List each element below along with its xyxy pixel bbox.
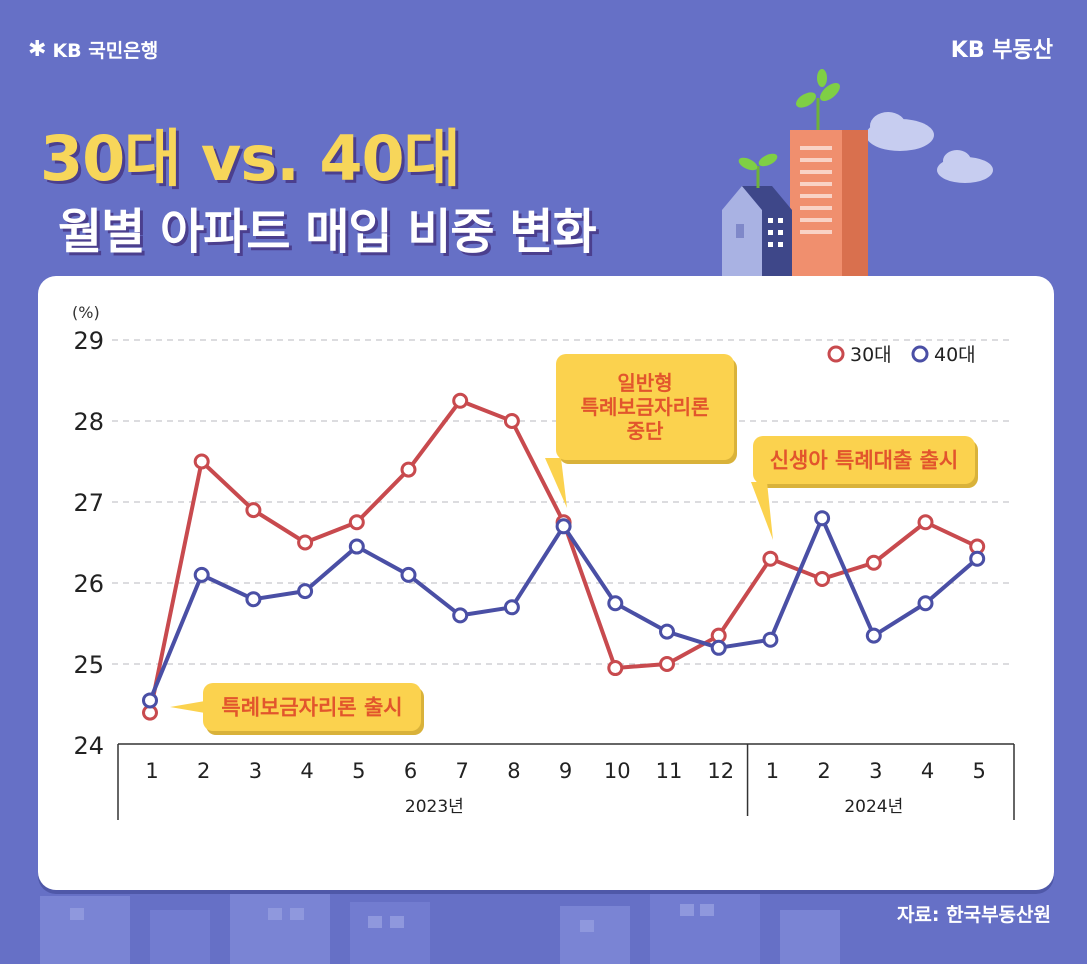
- y-tick-label: 25: [73, 651, 104, 679]
- data-point: [193, 453, 210, 470]
- page-title: 30대 vs. 40대: [40, 122, 461, 195]
- cloud-small-icon: [937, 150, 993, 183]
- y-axis-label: (%): [72, 303, 100, 322]
- data-point: [245, 591, 262, 608]
- callout-pointer: [751, 482, 773, 540]
- callout-box: [556, 354, 734, 460]
- cloud-icon: [866, 112, 934, 151]
- data-point: [659, 623, 675, 640]
- kb-realestate-logo: KB 부동산: [950, 38, 1053, 63]
- annotation-text: 특례보금자리론 출시: [221, 696, 402, 720]
- x-tick-label: 9: [559, 759, 572, 783]
- annotation-text: 중단: [627, 419, 664, 443]
- source-note: 자료: 한국부동산원: [896, 904, 1051, 926]
- data-point: [762, 631, 779, 648]
- callout-pointer: [545, 458, 567, 508]
- data-point: [607, 595, 624, 612]
- kb-bank-name: KB 국민은행: [52, 40, 159, 62]
- sprout-icon: [796, 69, 840, 130]
- x-tick-label: 5: [352, 759, 365, 783]
- legend-marker: [827, 345, 845, 363]
- data-point: [142, 692, 158, 709]
- y-tick-label: 24: [73, 732, 104, 760]
- x-tick-label: 7: [456, 759, 469, 783]
- annotation-callout: 특례보금자리론 출시: [170, 683, 424, 735]
- data-point: [865, 554, 882, 571]
- y-tick-label: 27: [73, 489, 104, 517]
- data-point: [969, 550, 986, 567]
- data-point: [452, 392, 469, 409]
- x-tick-label: 1: [766, 759, 779, 783]
- x-tick-label: 5: [973, 759, 986, 783]
- data-point: [917, 595, 934, 612]
- callout-pointer: [170, 701, 205, 713]
- buildings-illustration: [722, 69, 993, 276]
- data-point: [297, 534, 314, 551]
- data-point: [762, 550, 779, 567]
- data-point: [348, 514, 365, 531]
- data-point: [814, 570, 831, 587]
- x-tick-label: 1: [145, 759, 158, 783]
- tall-building: [790, 130, 842, 276]
- x-tick-label: 2: [817, 759, 830, 783]
- x-tick-label: 4: [921, 759, 934, 783]
- legend-label: 40대: [934, 344, 976, 366]
- year-group-label: 2023년: [405, 797, 464, 817]
- data-point: [814, 510, 831, 527]
- annotation-callout: 신생아 특례대출 출시: [751, 436, 978, 540]
- data-point: [555, 518, 572, 535]
- legend-label: 30대: [850, 344, 892, 366]
- data-point: [865, 627, 882, 644]
- data-point: [348, 538, 365, 555]
- annotation-text: 일반형: [617, 371, 672, 395]
- data-point: [193, 566, 210, 583]
- house-left: [722, 210, 762, 276]
- series-line-40s: [148, 516, 979, 702]
- legend-marker: [911, 345, 929, 363]
- data-point: [503, 413, 520, 429]
- data-point: [400, 461, 417, 478]
- callout-box: [203, 683, 421, 731]
- legend: 30대 40대: [827, 344, 976, 366]
- data-point: [917, 514, 934, 531]
- annotation-text: 특례보금자리론: [581, 395, 710, 419]
- kb-star-icon: ✱: [28, 37, 47, 62]
- x-tick-label: 3: [869, 759, 882, 783]
- data-point: [659, 656, 675, 672]
- house-right: [762, 210, 792, 276]
- page-subtitle: 월별 아파트 매입 비중 변화: [58, 204, 597, 260]
- y-tick-label: 26: [73, 570, 104, 598]
- y-tick-label: 29: [73, 327, 104, 355]
- callout-box: [753, 436, 975, 484]
- data-point: [710, 639, 727, 656]
- x-tick-label: 4: [300, 759, 313, 783]
- x-tick-label: 2: [197, 759, 210, 783]
- x-tick-label: 8: [507, 759, 520, 783]
- year-group-label: 2024년: [844, 797, 903, 817]
- x-tick-label: 12: [707, 759, 734, 783]
- x-tick-label: 6: [404, 759, 417, 783]
- y-tick-label: 28: [73, 408, 104, 436]
- data-point: [297, 583, 314, 600]
- kb-bank-logo: ✱ KB 국민은행: [28, 36, 158, 63]
- x-tick-label: 11: [656, 759, 683, 783]
- x-tick-label: 3: [249, 759, 262, 783]
- data-point: [400, 566, 417, 583]
- data-point: [607, 660, 624, 677]
- data-point: [245, 502, 262, 519]
- x-tick-label: 10: [604, 759, 631, 783]
- skyline-illustration: [40, 888, 840, 964]
- data-point: [503, 599, 520, 616]
- data-point: [452, 607, 469, 624]
- annotation-text: 신생아 특례대출 출시: [770, 449, 959, 473]
- sprout-small-icon: [738, 153, 778, 188]
